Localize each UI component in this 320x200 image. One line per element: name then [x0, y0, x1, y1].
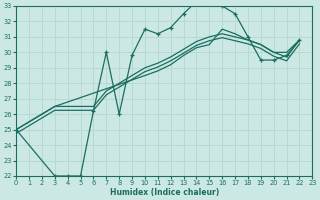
X-axis label: Humidex (Indice chaleur): Humidex (Indice chaleur) [110, 188, 219, 197]
